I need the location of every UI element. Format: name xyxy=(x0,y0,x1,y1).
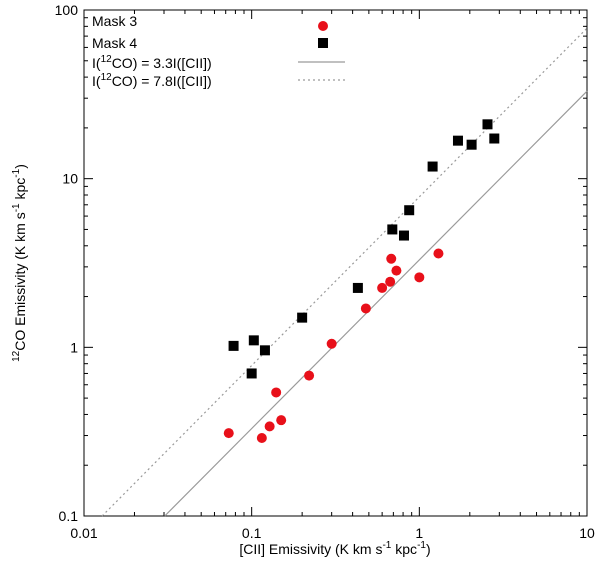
plot-frame xyxy=(83,9,588,517)
legend-marker-mask4 xyxy=(318,38,328,48)
mask3-point xyxy=(271,387,282,398)
mask3-point xyxy=(391,265,402,276)
mask3-point xyxy=(360,303,371,314)
mask4-point xyxy=(352,282,363,293)
mask3-point xyxy=(385,276,396,287)
mask4-point xyxy=(259,345,270,356)
y-tick-label: 1 xyxy=(70,339,78,355)
mask4-point xyxy=(482,119,493,130)
x-axis-label: [CII] Emissivity (K km s-1 kpc-1) xyxy=(239,540,430,557)
legend-marker-mask3 xyxy=(318,21,328,31)
legend-label-line2: I(12CO) = 7.8I([CII]) xyxy=(92,72,212,89)
x-tick-label: 10 xyxy=(579,525,595,541)
mask4-point xyxy=(489,133,500,144)
mask4-point xyxy=(398,230,409,241)
mask4-point xyxy=(246,368,257,379)
mask4-point xyxy=(228,340,239,351)
x-tick-label: 0.01 xyxy=(70,525,97,541)
mask3-point xyxy=(264,421,275,432)
mask3-point xyxy=(386,253,397,264)
y-tick-label: 10 xyxy=(62,171,78,187)
mask3-point xyxy=(276,415,287,426)
legend-label-mask3: Mask 3 xyxy=(92,13,137,29)
y-tick-label: 0.1 xyxy=(59,508,79,524)
mask3-point xyxy=(326,338,337,349)
fit-line-dotted xyxy=(101,27,588,517)
mask3-point xyxy=(414,272,425,283)
mask3-point xyxy=(304,370,315,381)
fit-line-solid xyxy=(164,90,588,517)
data-points xyxy=(223,119,500,444)
mask3-point xyxy=(223,428,234,439)
y-axis-label: 12CO Emissivity (K km s-1 kpc-1) xyxy=(11,164,28,362)
fit-lines xyxy=(101,27,588,517)
mask4-point xyxy=(297,312,308,323)
mask4-point xyxy=(404,205,415,216)
mask3-point xyxy=(256,433,267,444)
mask4-point xyxy=(248,335,259,346)
legend-label-line1: I(12CO) = 3.3I([CII]) xyxy=(92,54,212,71)
plot-area xyxy=(83,9,588,517)
legend: Mask 3 Mask 4 I(12CO) = 3.3I([CII]) I(12… xyxy=(92,13,345,89)
x-tick-label: 0.1 xyxy=(242,525,262,541)
y-tick-label: 100 xyxy=(55,2,79,18)
mask3-point xyxy=(377,282,388,293)
mask4-point xyxy=(452,135,463,146)
x-tick-label: 1 xyxy=(415,525,423,541)
legend-label-mask4: Mask 4 xyxy=(92,35,137,51)
mask4-point xyxy=(427,161,438,172)
mask4-point xyxy=(466,139,477,150)
mask3-point xyxy=(433,248,444,259)
mask4-point xyxy=(387,224,398,235)
